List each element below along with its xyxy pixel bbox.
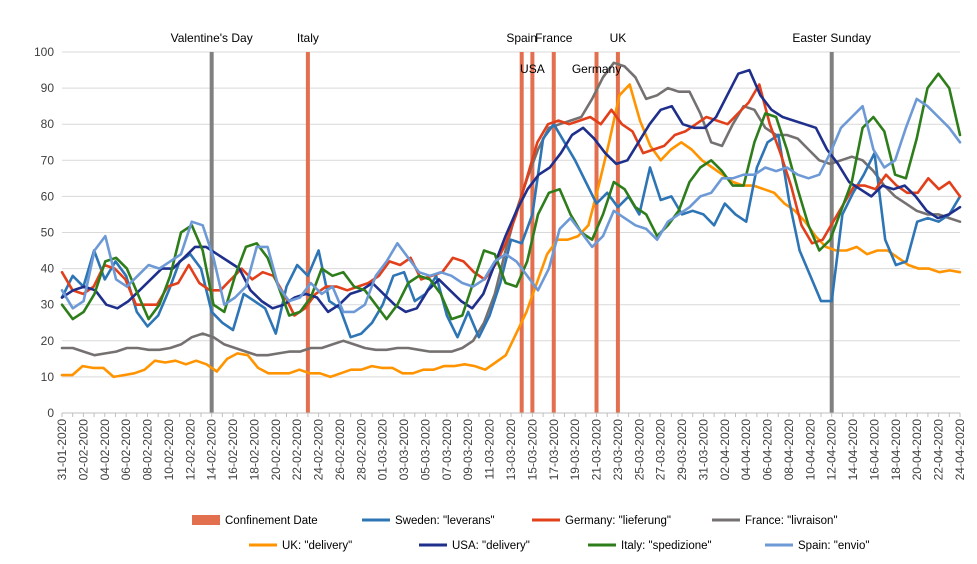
- series-line-usa: [60, 68, 962, 314]
- y-tick-label: 80: [41, 117, 55, 131]
- y-tick-label: 90: [41, 81, 55, 95]
- legend-label-sweden: Sweden: "leverans": [395, 515, 495, 527]
- legend-label-usa: USA: "delivery": [452, 540, 530, 552]
- y-tick-label: 20: [41, 334, 55, 348]
- x-tick-label: 15-03-2020: [525, 419, 539, 481]
- x-tick-label: 14-02-2020: [205, 419, 219, 481]
- x-tick-label: 24-02-2020: [312, 419, 326, 481]
- series-lines: [60, 61, 962, 379]
- x-tick-label: 05-03-2020: [418, 419, 432, 481]
- y-tick-label: 70: [41, 153, 55, 167]
- x-tick-label: 31-03-2020: [696, 419, 710, 481]
- x-tick-label: 08-04-2020: [782, 419, 796, 481]
- x-tick-label: 20-04-2020: [910, 419, 924, 481]
- legend-swatch-confinement-date: [192, 515, 220, 525]
- event-label: Easter Sunday: [792, 31, 871, 45]
- x-tick-label: 02-02-2020: [76, 419, 90, 481]
- event-label: Germany: [572, 62, 621, 76]
- event-label: USA: [520, 62, 545, 76]
- x-tick-label: 27-03-2020: [654, 419, 668, 481]
- y-tick-label: 40: [41, 262, 55, 276]
- x-tick-label: 18-02-2020: [247, 419, 261, 481]
- legend: Confinement Date Sweden: "leverans" German…: [192, 515, 869, 552]
- x-tick-label: 14-04-2020: [846, 419, 860, 481]
- x-tick-label: 18-04-2020: [889, 419, 903, 481]
- x-tick-label: 07-03-2020: [440, 419, 454, 481]
- y-tick-label: 0: [47, 406, 54, 420]
- x-tick-label: 03-03-2020: [397, 419, 411, 481]
- y-tick-label: 50: [41, 226, 55, 240]
- axes: 0 10 20 30 40 50 60 70 80 90 100 31-01-2020 02-02-20…: [34, 45, 967, 480]
- x-tick-label: 06-02-2020: [119, 419, 133, 481]
- x-tick-label: 10-04-2020: [803, 419, 817, 481]
- x-tick-label: 01-03-2020: [376, 419, 390, 481]
- legend-label-italy: Italy: "spedizione": [621, 540, 712, 552]
- series-line-italy: [60, 72, 962, 321]
- legend-label-confinement-date: Confinement Date: [225, 515, 318, 527]
- event-line-uk: [615, 52, 620, 413]
- event-label: France: [535, 31, 573, 45]
- x-tick-label: 16-02-2020: [226, 419, 240, 481]
- x-tick-label: 19-03-2020: [568, 419, 582, 481]
- legend-label-france: France: "livraison": [745, 515, 838, 527]
- event-label: UK: [610, 31, 627, 45]
- x-tick-label: 13-03-2020: [504, 419, 518, 481]
- x-tick-label: 29-03-2020: [675, 419, 689, 481]
- x-tick-label: 06-04-2020: [761, 419, 775, 481]
- x-tick-label: 17-03-2020: [547, 419, 561, 481]
- y-tick-label: 30: [41, 298, 55, 312]
- event-label: Italy: [297, 31, 319, 45]
- event-line-france: [551, 52, 556, 413]
- x-tick-label: 24-04-2020: [953, 419, 967, 481]
- x-tick-label: 08-02-2020: [141, 419, 155, 481]
- y-tick-label: 10: [41, 370, 55, 384]
- x-tick-label: 04-02-2020: [98, 419, 112, 481]
- y-tick-label: 100: [34, 45, 54, 59]
- event-line-spain: [519, 52, 524, 413]
- event-line-usa: [530, 52, 535, 413]
- legend-label-uk: UK: "delivery": [282, 540, 352, 552]
- series-line-france: [60, 61, 962, 357]
- legend-label-spain: Spain: "envio": [798, 540, 869, 552]
- x-tick-label: 04-04-2020: [739, 419, 753, 481]
- event-line-valentine-s-day: [209, 52, 214, 413]
- legend-label-germany: Germany: "lieferung": [565, 515, 671, 527]
- event-line-italy: [305, 52, 310, 413]
- x-tick-label: 11-03-2020: [483, 419, 497, 480]
- x-tick-label: 22-02-2020: [290, 419, 304, 481]
- y-tick-label: 60: [41, 189, 55, 203]
- x-tick-label: 20-02-2020: [269, 419, 283, 481]
- event-labels: Valentine's Day Italy Spain USA France German…: [171, 31, 871, 76]
- x-tick-label: 25-03-2020: [632, 419, 646, 481]
- series-line-sweden: [60, 122, 962, 339]
- series-line-germany: [60, 83, 962, 317]
- x-tick-label: 22-04-2020: [932, 419, 946, 481]
- x-tick-label: 28-02-2020: [354, 419, 368, 481]
- event-label: Valentine's Day: [171, 31, 253, 45]
- x-tick-label: 09-03-2020: [461, 419, 475, 481]
- x-tick-label: 10-02-2020: [162, 419, 176, 481]
- event-label: Spain: [506, 31, 537, 45]
- x-tick-label: 23-03-2020: [611, 419, 625, 481]
- gridlines: [62, 51, 960, 378]
- x-tick-label: 26-02-2020: [333, 419, 347, 481]
- x-tick-label: 12-04-2020: [825, 419, 839, 481]
- x-tick-label: 02-04-2020: [718, 419, 732, 481]
- series-line-spain: [60, 97, 962, 314]
- x-tick-label: 12-02-2020: [183, 419, 197, 481]
- x-tick-label: 31-01-2020: [55, 419, 69, 481]
- x-tick-label: 16-04-2020: [867, 419, 881, 481]
- x-tick-label: 21-03-2020: [590, 419, 604, 481]
